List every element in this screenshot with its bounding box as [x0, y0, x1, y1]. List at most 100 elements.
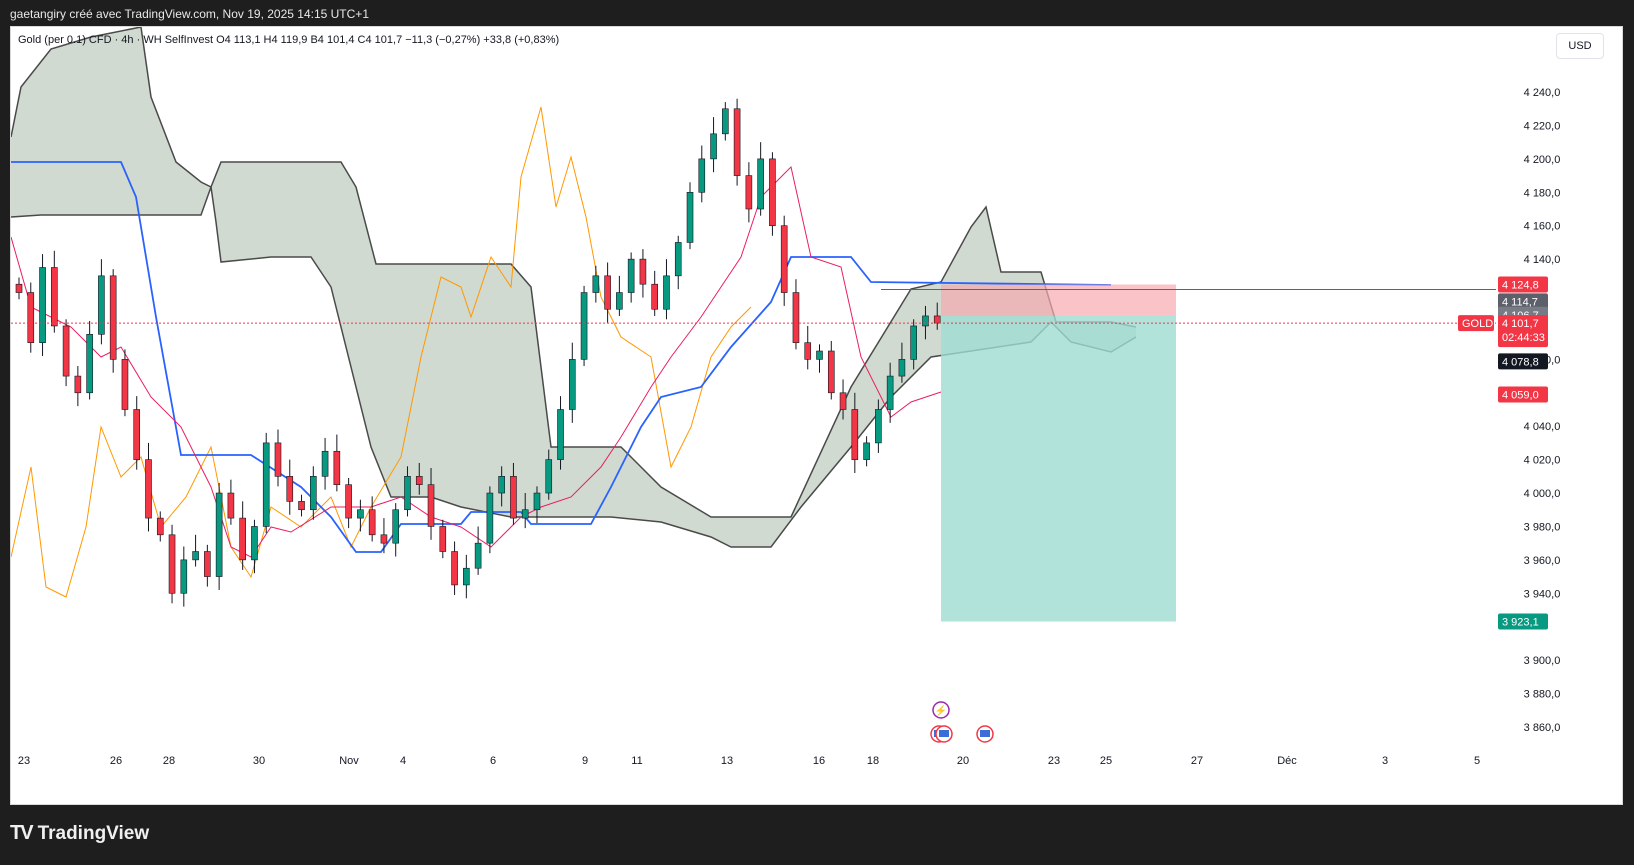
symbol-tag-bg [1458, 315, 1494, 332]
candle-up [463, 567, 470, 586]
candle-down [109, 275, 117, 360]
last-price-label: 4 101,7 [1502, 318, 1539, 330]
currency-button[interactable]: USD [1556, 33, 1604, 59]
candle-down [780, 225, 788, 293]
candle-down [604, 275, 611, 310]
chart-credit: gaetangiry créé avec TradingView.com, No… [10, 7, 369, 21]
stop-price-label-bg [1498, 276, 1548, 293]
candle-up [568, 359, 576, 410]
x-tick-label: Déc [1277, 755, 1297, 767]
candle-up [321, 450, 329, 477]
target-price-label: 3 923,1 [1502, 617, 1539, 629]
lagging-span-line [11, 106, 752, 598]
kijun-line [11, 161, 1112, 553]
candle-down [415, 476, 423, 485]
candle-up [674, 242, 682, 277]
candle-up [404, 476, 411, 511]
ohlc-values: O4 113,1 H4 119,9 B4 101,4 C4 101,7 −11,… [216, 34, 560, 46]
y-tick-label: 4 240,0 [1524, 87, 1561, 99]
candle-down [639, 258, 647, 285]
candle-down [156, 517, 164, 536]
y-tick-label: 3 960,0 [1524, 555, 1561, 567]
candle-up [557, 409, 564, 460]
x-tick-label: 9 [582, 755, 588, 767]
symbol-legend: Gold (per 0.1) CFD · 4h · WH SelfInvest … [18, 34, 559, 46]
y-tick-label: 4 140,0 [1524, 254, 1561, 266]
candle-down [851, 409, 859, 460]
candle-up [722, 108, 729, 135]
candle-up [698, 158, 706, 193]
tradingview-wordmark: TradingView [37, 822, 150, 844]
candle-up [663, 275, 670, 310]
candle-down [168, 534, 176, 594]
x-tick-label: 11 [631, 755, 642, 767]
symbol-name[interactable]: Gold (per 0.1) CFD · 4h · WH SelfInvest [18, 34, 213, 46]
cloud-upper-edge [11, 27, 1137, 518]
candle-up [262, 442, 270, 527]
x-tick-label: 4 [400, 755, 406, 767]
candle-down [204, 551, 211, 577]
x-tick-label: 3 [1382, 755, 1388, 767]
candle-up [251, 526, 258, 561]
top-bar: gaetangiry créé avec TradingView.com, No… [0, 0, 1634, 26]
price-axis [1496, 27, 1622, 804]
candle-up [863, 442, 870, 460]
candle-up [592, 275, 600, 293]
y-tick-label: 4 040,0 [1524, 421, 1561, 433]
last-price-bg [1498, 315, 1548, 348]
candle-down [368, 509, 376, 536]
hidden-price-label-bg [1498, 353, 1548, 370]
tenkan-price-label: 4 059,0 [1502, 389, 1539, 401]
x-tick-label: 23 [1048, 755, 1060, 767]
x-tick-label: 5 [1474, 755, 1480, 767]
candle-down [769, 158, 776, 227]
tradingview-logo-icon[interactable]: TV [10, 822, 34, 844]
candle-up [580, 292, 588, 360]
y-tick-label: 3 940,0 [1524, 588, 1561, 600]
candle-down [274, 442, 282, 477]
ask-price-label: 4 114,7 [1502, 296, 1538, 308]
x-tick-label: 6 [490, 755, 496, 767]
candle-down [510, 476, 517, 519]
flag-stripes [980, 730, 990, 737]
candle-up [757, 158, 764, 210]
candle-up [521, 509, 529, 519]
candle-up [357, 509, 364, 519]
candle-up [39, 267, 46, 343]
candle-down [792, 292, 800, 343]
candle-down [298, 501, 305, 511]
candle-down [839, 392, 847, 410]
candle-down [451, 551, 458, 586]
candle-up [710, 133, 717, 160]
ask-price-label-bg [1498, 293, 1548, 310]
x-tick-label: Nov [339, 755, 359, 767]
x-tick-label: 18 [867, 755, 879, 767]
x-tick-label: 20 [957, 755, 969, 767]
candle-down [74, 375, 82, 394]
candle-up [533, 492, 541, 511]
candle-down [439, 526, 447, 552]
candle-down [51, 267, 58, 327]
y-tick-label: 4 220,0 [1524, 120, 1561, 132]
candle-down [380, 534, 388, 544]
chart-frame[interactable]: 4 240,0 4 220,0 4 200,0 4 180,0 4 160,0 4 140… [10, 26, 1623, 805]
candle-down [733, 108, 741, 176]
x-tick-label: 13 [721, 755, 733, 767]
candle-down [804, 342, 812, 360]
x-tick-label: 28 [163, 755, 175, 767]
y-tick-label: 4 160,0 [1524, 221, 1561, 233]
y-tick-label: 4 180,0 [1524, 187, 1561, 199]
price-chart[interactable]: 4 240,0 4 220,0 4 200,0 4 180,0 4 160,0 4 140… [11, 27, 1623, 805]
candle-countdown: 02:44:33 [1502, 332, 1545, 344]
candle-down [15, 283, 23, 293]
stop-price-label: 4 124,8 [1502, 280, 1539, 292]
candle-up [627, 258, 635, 293]
candle-up [86, 334, 93, 394]
candle-up [192, 551, 199, 561]
candle-down [121, 359, 129, 410]
candle-up [886, 375, 894, 410]
candle-up [545, 459, 553, 494]
lightning-event-icon [932, 701, 950, 719]
x-tick-label: 16 [813, 755, 825, 767]
candle-up [310, 476, 317, 511]
